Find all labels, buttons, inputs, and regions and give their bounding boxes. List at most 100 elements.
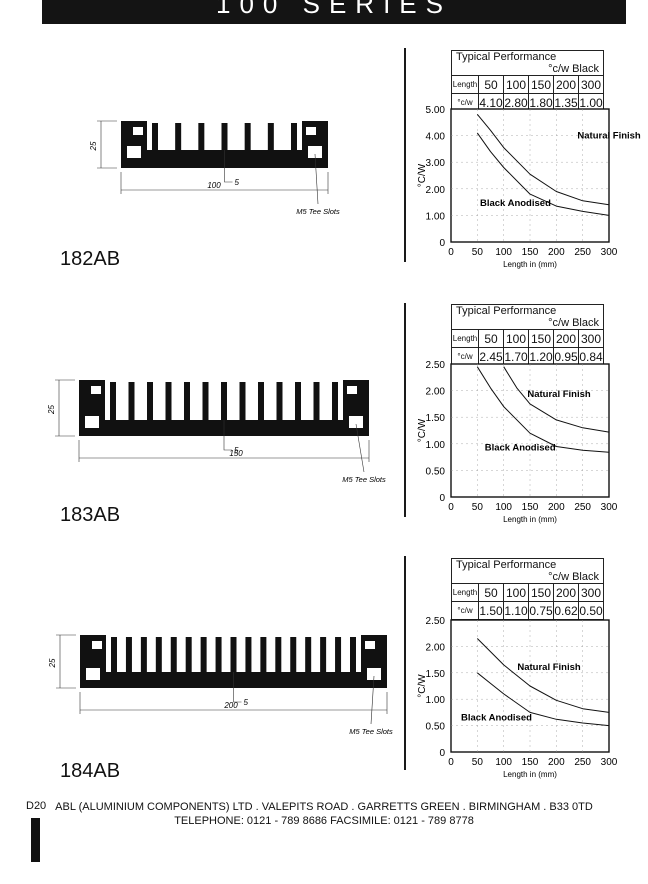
cw-row-label: °c/w [451, 601, 479, 620]
cw-value-cell: 1.10 [503, 601, 529, 620]
model-number: 183AB [60, 504, 121, 526]
series-label: Natural Finish [577, 130, 641, 141]
x-tick-label: 300 [601, 757, 618, 768]
performance-table: Typical Performance °c/w Black Length 50… [451, 304, 604, 366]
length-cell: 200 [553, 329, 579, 348]
footer-contact: TELEPHONE: 0121 - 789 8686 FACSIMILE: 01… [174, 815, 474, 827]
x-tick-label: 200 [548, 757, 565, 768]
y-tick-label: 2.00 [426, 387, 446, 398]
series-title: 100 SERIES [216, 0, 452, 19]
fin [140, 637, 147, 672]
fin [175, 123, 182, 150]
series-header-bar: 100 SERIES [42, 0, 626, 24]
x-tick-label: 50 [472, 502, 484, 513]
fin [335, 637, 342, 672]
plot-area [450, 363, 610, 498]
fin [276, 382, 283, 420]
performance-table: Typical Performance °c/w Black Length 50… [451, 50, 604, 112]
fin-thickness-label: 5 [235, 178, 240, 187]
fin [350, 637, 356, 672]
length-cell: 150 [528, 75, 554, 94]
tee-slot-notch [133, 127, 143, 135]
fin [147, 382, 153, 420]
length-row-label: Length [451, 329, 479, 348]
series-label: Natural Finish [517, 662, 581, 673]
tee-slot-notch [306, 127, 316, 135]
length-cell: 300 [578, 329, 604, 348]
end-block [302, 121, 328, 168]
length-cell: 50 [478, 329, 504, 348]
length-cell: 50 [478, 583, 504, 602]
series-label: Black Anodised [480, 198, 551, 209]
fin-thickness-label: 5 [244, 698, 249, 707]
x-axis-label: Length in (mm) [503, 260, 557, 269]
tee-slot-notch [365, 641, 375, 649]
x-tick-label: 150 [522, 502, 539, 513]
series-label: Black Anodised [485, 443, 556, 454]
length-cell: 150 [528, 583, 554, 602]
cw-value-cell: 1.00 [578, 93, 604, 112]
length-cell: 300 [578, 75, 604, 94]
leader-line [224, 150, 233, 183]
base-plate [80, 672, 387, 688]
fin [239, 382, 246, 420]
x-tick-label: 150 [522, 247, 539, 258]
page-code: D20 [26, 800, 47, 812]
fin [295, 382, 301, 420]
x-axis-label: Length in (mm) [503, 770, 557, 779]
x-tick-label: 200 [548, 502, 565, 513]
y-tick-label: 0.50 [426, 722, 446, 733]
x-axis-label: Length in (mm) [503, 515, 557, 524]
fin [320, 637, 327, 672]
height-dimension-label: 25 [47, 405, 56, 415]
end-block [121, 121, 147, 168]
cw-value-cell: 0.50 [578, 601, 604, 620]
cw-value-cell: 0.75 [528, 601, 554, 620]
fin [165, 382, 172, 420]
tee-slot [127, 146, 141, 158]
fin [275, 637, 282, 672]
cw-value-cell: 0.95 [553, 347, 579, 366]
page-marker-bar [31, 818, 40, 862]
series-line [476, 672, 610, 727]
fin [313, 382, 320, 420]
x-tick-label: 200 [548, 247, 565, 258]
fin [170, 637, 177, 672]
x-tick-label: 150 [522, 757, 539, 768]
x-tick-label: 250 [574, 247, 591, 258]
series-line [476, 132, 610, 216]
fin [291, 123, 297, 150]
length-cell: 300 [578, 583, 604, 602]
x-tick-label: 100 [495, 247, 512, 258]
performance-table-title: Typical Performance °c/w Black [451, 558, 604, 584]
length-row-label: Length [451, 583, 479, 602]
plot-area [450, 619, 610, 753]
end-block [79, 380, 105, 436]
performance-table: Typical Performance °c/w Black Length 50… [451, 558, 604, 620]
fin [125, 637, 132, 672]
series-line [476, 366, 610, 453]
cw-value-cell: 0.62 [553, 601, 579, 620]
base-plate [121, 150, 328, 168]
y-tick-label: 1.00 [426, 695, 446, 706]
section-divider [404, 303, 406, 517]
cw-value-cell: 4.10 [478, 93, 504, 112]
fin [128, 382, 135, 420]
length-cell: 100 [503, 75, 529, 94]
cw-row-label: °c/w [451, 347, 479, 366]
footer-address: ABL (ALUMINIUM COMPONENTS) LTD . VALEPIT… [55, 801, 593, 813]
cw-value-cell: 2.80 [503, 93, 529, 112]
series-line [476, 113, 610, 206]
y-tick-label: 2.50 [426, 360, 446, 371]
y-tick-label: 0 [439, 238, 445, 249]
y-tick-label: 0.50 [426, 466, 446, 477]
tee-slot [85, 416, 99, 428]
leader-line [355, 423, 365, 473]
fin [110, 382, 116, 420]
y-tick-label: 1.00 [426, 440, 446, 451]
end-block [361, 635, 387, 688]
slot-label: M5 Tee Slots [296, 207, 340, 216]
